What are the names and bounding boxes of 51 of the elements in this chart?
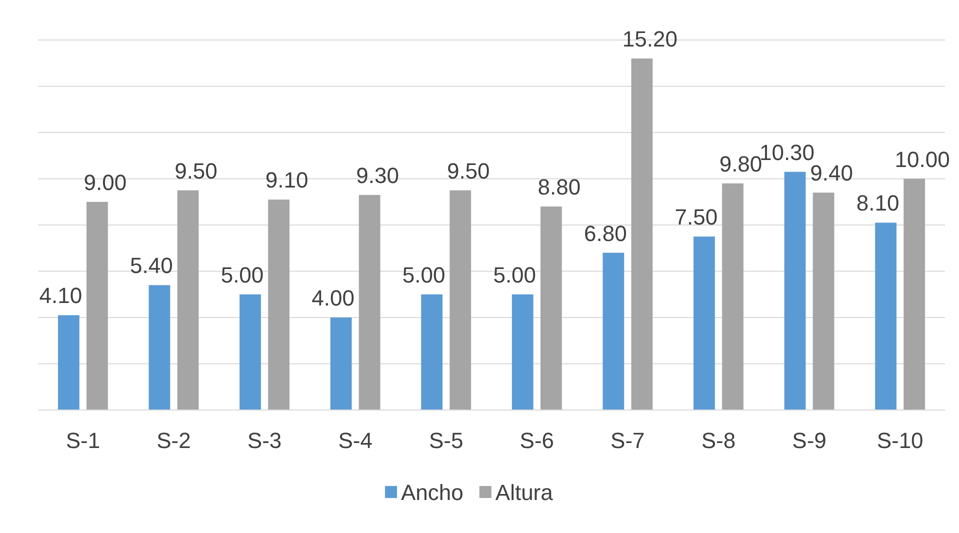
data-label: 9.80 [719, 151, 762, 176]
data-label: 7.50 [674, 204, 718, 230]
bar [540, 206, 562, 410]
bar [694, 236, 715, 410]
data-label: 9.30 [356, 162, 399, 188]
bar [177, 190, 199, 410]
data-label: 6.80 [584, 220, 627, 246]
bar [904, 178, 926, 410]
data-label: 9.10 [265, 168, 308, 193]
data-label: 8.10 [856, 190, 900, 216]
data-label: 9.00 [84, 170, 127, 195]
x-tick-label: S-3 [247, 428, 282, 453]
bar [358, 194, 380, 410]
bar [330, 318, 352, 410]
x-tick-label: S-8 [701, 428, 736, 453]
x-tick-label: S-9 [792, 428, 826, 453]
bar [512, 294, 534, 410]
bar [450, 190, 472, 410]
bar [240, 294, 261, 410]
x-tick-label: S-4 [338, 428, 372, 453]
bar [812, 192, 834, 410]
data-label: 5.00 [493, 262, 536, 288]
bar [602, 252, 624, 410]
data-label: 5.00 [220, 262, 264, 288]
data-label: 4.10 [39, 283, 82, 308]
bar [784, 172, 806, 410]
bar [722, 183, 744, 410]
data-label: 5.00 [402, 262, 446, 288]
bar [421, 294, 443, 410]
bar [875, 222, 896, 410]
bar [148, 285, 170, 410]
data-label: 9.50 [446, 158, 490, 184]
data-label: 10.00 [894, 146, 950, 172]
bar [268, 200, 290, 410]
x-tick-label: S-6 [520, 428, 554, 453]
bar [86, 202, 108, 410]
x-tick-label: S-7 [610, 428, 645, 453]
bar [58, 315, 80, 410]
x-tick-label: S-1 [66, 428, 100, 453]
legend-label: Ancho [401, 480, 464, 505]
bar [631, 58, 653, 410]
data-label: 5.40 [130, 253, 173, 278]
x-tick-label: S-2 [156, 428, 191, 453]
data-label: 4.00 [312, 286, 354, 310]
data-label: 8.80 [538, 174, 581, 200]
data-label: 9.50 [174, 158, 218, 184]
data-label: 15.20 [622, 26, 678, 52]
x-tick-label: S-5 [428, 428, 464, 453]
legend-label: Altura [495, 480, 554, 505]
data-label: 9.40 [810, 160, 853, 186]
x-tick-label: S-10 [876, 428, 924, 453]
